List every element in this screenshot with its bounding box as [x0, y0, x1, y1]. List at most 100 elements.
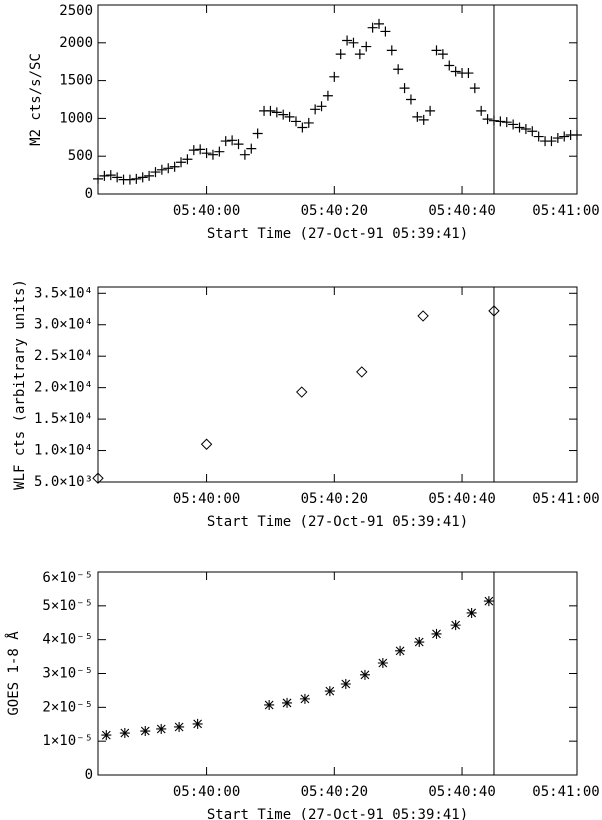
y-tick-label: 2500 [59, 3, 93, 19]
asterisk-marker [377, 658, 388, 669]
plus-marker [405, 94, 416, 105]
asterisk-marker [156, 723, 167, 734]
plus-marker [450, 66, 461, 77]
plus-marker [156, 164, 167, 175]
asterisk-marker [101, 730, 112, 741]
y-tick-label: 5×10⁻⁵ [42, 598, 93, 614]
plus-marker [303, 117, 314, 128]
y-tick-label: 3×10⁻⁵ [42, 666, 93, 682]
diamond-marker [488, 305, 500, 317]
plus-marker [374, 18, 385, 29]
plus-marker [386, 45, 397, 56]
plus-marker [214, 146, 225, 157]
y-tick-label: 4×10⁻⁵ [42, 632, 93, 648]
plus-marker [176, 157, 187, 168]
plus-marker [572, 130, 582, 141]
x-tick-label: 05:40:00 [173, 491, 240, 507]
plus-marker [227, 135, 238, 146]
asterisk-marker [395, 645, 406, 656]
y-tick-label: 1×10⁻⁵ [42, 733, 93, 749]
plus-marker [195, 144, 206, 155]
asterisk-marker [414, 637, 425, 648]
x-tick-label: 05:40:00 [173, 784, 240, 800]
asterisk-marker [192, 718, 203, 729]
asterisk-marker [340, 678, 351, 689]
y-axis-title: WLF cts (arbitrary units) [12, 279, 28, 490]
x-axis-title: Start Time (27-Oct-91 05:39:41) [207, 514, 468, 530]
plus-marker [520, 123, 531, 134]
plus-marker [150, 167, 161, 178]
plot-frame [97, 286, 578, 483]
x-tick-label: 05:41:00 [532, 784, 599, 800]
plus-marker [552, 133, 563, 144]
diamond-marker [92, 472, 104, 484]
y-tick-label: 3.0×10⁴ [34, 317, 93, 333]
plus-marker [131, 173, 142, 184]
x-axis-title: Start Time (27-Oct-91 05:39:41) [207, 807, 468, 820]
x-tick-label: 05:40:20 [301, 203, 368, 219]
plus-marker [124, 174, 135, 185]
plus-marker [431, 45, 442, 56]
x-tick-label: 05:41:00 [532, 491, 599, 507]
asterisk-marker [483, 596, 494, 607]
plus-marker [437, 49, 448, 60]
plus-marker [239, 149, 250, 160]
asterisk-marker [140, 726, 151, 737]
x-tick-label: 05:40:20 [301, 784, 368, 800]
plus-marker [476, 105, 487, 116]
plus-marker [99, 170, 110, 181]
plus-marker [169, 161, 180, 172]
asterisk-marker [359, 669, 370, 680]
plus-marker [444, 60, 455, 71]
plus-marker [290, 116, 301, 127]
x-tick-label: 05:41:00 [532, 203, 599, 219]
y-tick-label: 1.0×10⁴ [34, 443, 93, 459]
y-tick-label: 500 [68, 148, 93, 164]
asterisk-marker [174, 721, 185, 732]
y-tick-label: 3.5×10⁴ [34, 285, 93, 301]
y-tick-label: 6×10⁻⁵ [42, 570, 93, 586]
plus-marker [501, 117, 512, 128]
plus-marker [329, 71, 340, 82]
plus-marker [546, 136, 557, 147]
plus-marker [354, 49, 365, 60]
plus-marker [367, 22, 378, 33]
y-tick-label: 1500 [59, 73, 93, 89]
plus-marker [188, 145, 199, 156]
y-tick-label: 1.5×10⁴ [34, 411, 93, 427]
plus-marker [137, 172, 148, 183]
plus-marker [105, 170, 116, 181]
plus-marker [418, 114, 429, 125]
asterisk-marker [282, 697, 293, 708]
y-tick-label: 2.5×10⁴ [34, 348, 93, 364]
y-axis-title: M2 cts/s/SC [28, 53, 44, 146]
x-tick-label: 05:40:40 [428, 203, 495, 219]
plus-marker [93, 173, 103, 184]
plus-marker [495, 116, 506, 127]
plus-marker [297, 122, 308, 133]
plus-marker [271, 107, 282, 118]
asterisk-marker [299, 693, 310, 704]
y-tick-label: 2000 [59, 35, 93, 51]
plus-marker [335, 49, 346, 60]
plus-marker [316, 101, 327, 112]
asterisk-marker [450, 620, 461, 631]
x-tick-label: 05:40:40 [428, 784, 495, 800]
plot-frame [97, 571, 578, 776]
plus-marker [207, 149, 218, 160]
y-axis-title: GOES 1-8 Å [5, 631, 22, 716]
plus-marker [144, 170, 155, 181]
plus-marker [284, 111, 295, 122]
plus-marker [252, 128, 263, 139]
plus-marker [163, 163, 174, 174]
plus-marker [399, 83, 410, 94]
y-tick-label: 5.0×10³ [34, 474, 93, 490]
plus-marker [322, 90, 333, 101]
plot-frame [97, 4, 578, 195]
diamond-marker [417, 310, 429, 322]
plus-marker [112, 172, 123, 183]
plus-marker [514, 122, 525, 133]
diamond-marker [200, 438, 213, 450]
plus-marker [380, 26, 391, 37]
y-tick-label: 2×10⁻⁵ [42, 699, 93, 715]
